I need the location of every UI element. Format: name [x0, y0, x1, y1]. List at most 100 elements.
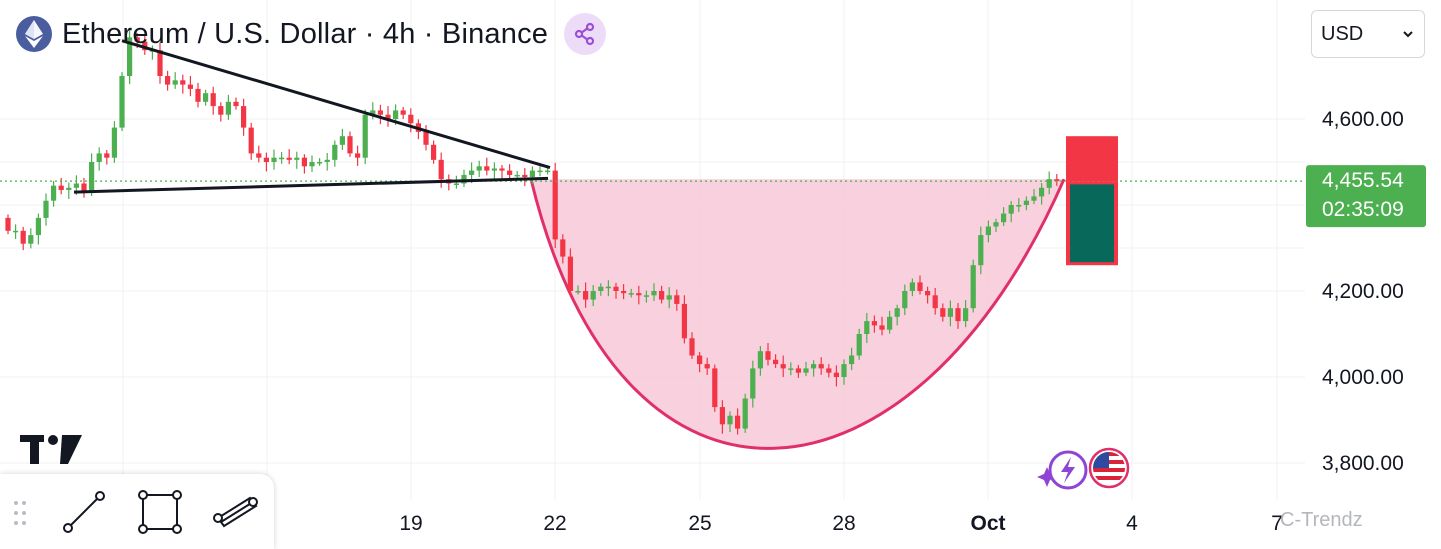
candle-body — [469, 170, 475, 175]
time-tick-label: 28 — [832, 512, 855, 535]
candle-body — [765, 351, 771, 360]
candle-body — [180, 80, 186, 85]
candle-body — [902, 291, 908, 309]
candle-body — [674, 295, 680, 304]
candle-body — [187, 84, 193, 89]
tradingview-logo — [20, 432, 84, 471]
currency-select[interactable]: USD — [1311, 10, 1425, 58]
candle-body — [575, 291, 581, 293]
symbol-title[interactable]: Ethereum / U.S. Dollar · 4h · Binance — [62, 17, 549, 50]
time-tick-label: 22 — [543, 512, 566, 535]
candle-body — [849, 355, 855, 365]
rectangle-tool-button[interactable] — [132, 486, 188, 538]
candle-body — [241, 106, 247, 128]
candle-body — [263, 157, 269, 162]
price-tick-label: 4,000.00 — [1322, 366, 1404, 389]
candle-body — [955, 308, 961, 322]
candle-body — [355, 153, 361, 158]
candle-body — [1031, 196, 1037, 201]
stop-zone — [1066, 136, 1118, 182]
candle-body — [332, 144, 338, 160]
currency-value: USD — [1321, 22, 1364, 45]
indicator-badges[interactable] — [1036, 446, 1132, 497]
candle-body — [522, 174, 528, 178]
price-axis[interactable]: 4,600.00 4,200.00 4,000.00 3,800.00 4,455.54… — [1306, 108, 1426, 475]
candle-body — [719, 407, 725, 425]
position-box-drawing — [1066, 136, 1118, 266]
chevron-down-icon — [1403, 31, 1413, 38]
candle-body — [370, 110, 376, 115]
candle-body — [507, 170, 513, 175]
candle-body — [20, 230, 26, 244]
candle-body — [225, 101, 231, 115]
candle-body — [248, 127, 254, 154]
candle-body — [887, 316, 893, 330]
candle-body — [871, 321, 877, 326]
candle-body — [438, 159, 444, 180]
candle-body — [491, 168, 497, 171]
upper-trendline — [121, 39, 551, 170]
drag-handle-icon[interactable] — [13, 500, 27, 531]
parallel-channel-tool-button[interactable] — [208, 486, 264, 538]
candle-body — [66, 187, 72, 190]
candle-body — [309, 162, 315, 167]
candle-body — [431, 144, 437, 160]
time-tick-label: 7 — [1271, 512, 1283, 535]
share-button[interactable] — [564, 13, 607, 55]
candle-body — [818, 364, 824, 369]
candle-body — [324, 159, 330, 162]
time-axis[interactable]: 619222528Oct47 — [261, 512, 1283, 535]
candle-body — [856, 334, 862, 356]
candle-body — [301, 157, 307, 167]
candle-countdown-label: 02:35:09 — [1322, 198, 1404, 221]
candle-body — [993, 222, 999, 227]
candle-body — [613, 286, 619, 291]
candle-body — [742, 398, 748, 429]
candle-body — [560, 239, 566, 257]
candle-body — [1016, 205, 1022, 207]
candle-body — [932, 295, 938, 309]
candle-body — [1054, 179, 1060, 182]
candle-body — [51, 185, 57, 201]
parallel-channel-icon — [213, 496, 258, 528]
candle-body — [552, 170, 558, 240]
candle-body — [963, 308, 969, 322]
candle-body — [484, 166, 490, 171]
candle-body — [643, 295, 649, 297]
watermark-text: C-Trendz — [1280, 509, 1363, 531]
drawing-toolbar — [0, 474, 274, 549]
symbol-header: Ethereum / U.S. Dollar · 4h · Binance — [16, 13, 607, 55]
candle-body — [628, 293, 634, 295]
lower-trendline — [73, 176, 549, 194]
candle-body — [833, 372, 839, 377]
candle-body — [773, 359, 779, 365]
candle-body — [499, 168, 505, 171]
candle-body — [757, 351, 763, 369]
candle-body — [1046, 179, 1052, 188]
candle-body — [697, 355, 703, 365]
candle-body — [233, 101, 239, 107]
candle-body — [826, 368, 832, 373]
candle-body — [750, 368, 756, 399]
candle-body — [89, 162, 95, 193]
candle-body — [529, 170, 535, 178]
trend-line-tool-button[interactable] — [56, 486, 112, 538]
candle-body — [970, 265, 976, 309]
candle-body — [279, 157, 285, 160]
candle-body — [111, 127, 117, 158]
trend-line-icon — [63, 491, 105, 533]
candle-body — [35, 217, 41, 236]
candle-body — [210, 93, 216, 107]
candle-body — [1008, 205, 1014, 214]
rectangle-icon — [138, 490, 182, 534]
candle-body — [203, 93, 209, 102]
candle-body — [864, 321, 870, 334]
candle-body — [735, 415, 741, 429]
candle-body — [598, 286, 604, 291]
cup-fill — [531, 179, 1064, 449]
candle-body — [780, 364, 786, 369]
last-price-tag — [1306, 165, 1426, 228]
us-flag-icon — [1088, 447, 1130, 489]
candle-body — [712, 368, 718, 408]
